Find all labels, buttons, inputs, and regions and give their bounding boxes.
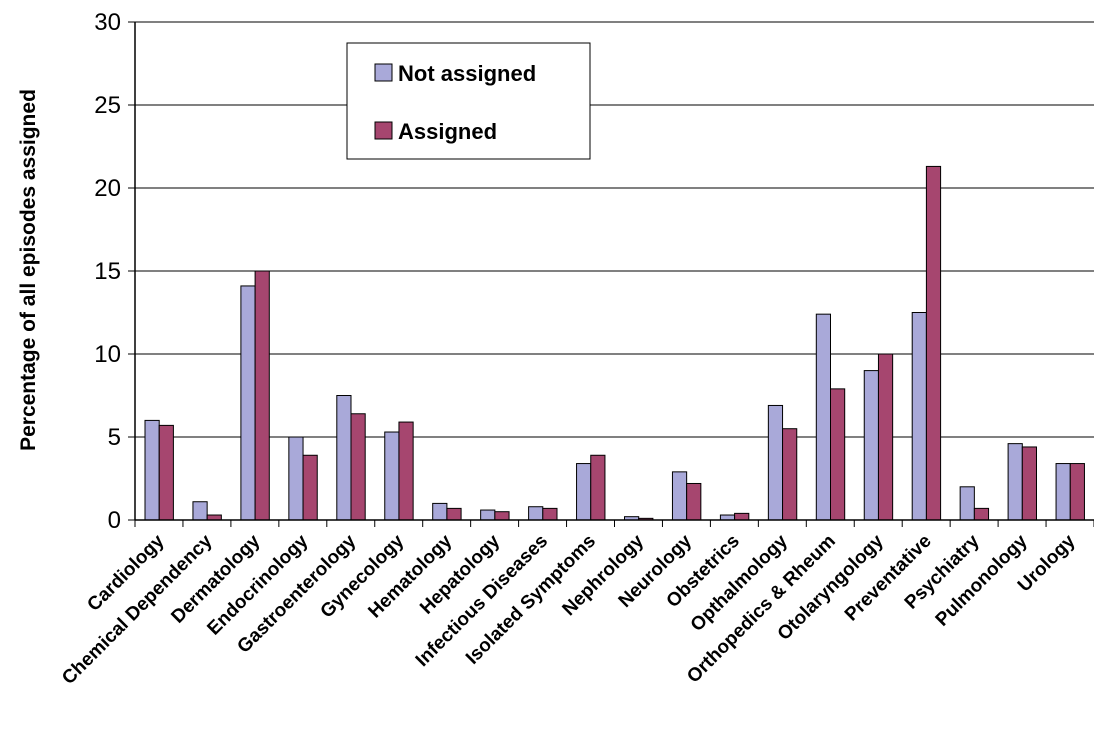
y-axis-ticks: 0 5 10 15 20 25 30: [94, 9, 135, 534]
y-tick-label: 15: [94, 258, 121, 285]
bar-not-assigned: [144, 419, 160, 521]
bar-not-assigned: [528, 506, 544, 521]
bar-not-assigned: [336, 395, 352, 521]
bar-not-assigned: [767, 404, 784, 521]
legend-swatch-not-assigned: [374, 63, 393, 82]
bar-assigned: [734, 512, 750, 521]
legend-label-assigned: Assigned: [398, 119, 497, 144]
bar-not-assigned: [384, 431, 400, 521]
bar-assigned: [254, 270, 270, 521]
y-tick-label: 5: [108, 424, 121, 451]
bar-not-assigned: [1055, 463, 1071, 521]
gridlines: [135, 21, 1094, 438]
bar-not-assigned: [911, 312, 927, 521]
bar-not-assigned: [192, 501, 208, 521]
bar-assigned: [973, 507, 990, 521]
bar-assigned: [350, 413, 366, 521]
bar-not-assigned: [288, 436, 304, 521]
bar-assigned: [590, 454, 606, 521]
bar-assigned: [782, 428, 798, 521]
legend: Not assigned Assigned: [346, 42, 591, 160]
y-tick-label: 10: [94, 341, 121, 368]
bars: [144, 165, 1085, 521]
bar-assigned: [877, 353, 894, 521]
bar-not-assigned: [432, 502, 448, 521]
axes: [134, 22, 1094, 527]
y-tick-label: 20: [94, 175, 121, 202]
bar-assigned: [494, 511, 510, 521]
bar-not-assigned: [815, 313, 831, 521]
bar-not-assigned: [240, 285, 256, 521]
bar-assigned: [1069, 463, 1085, 521]
bar-assigned: [925, 165, 942, 521]
bar-assigned: [158, 424, 174, 521]
bar-not-assigned: [480, 509, 496, 521]
legend-swatch-assigned: [374, 121, 393, 140]
bar-assigned: [686, 482, 702, 521]
bar-assigned: [542, 507, 558, 521]
bar-not-assigned: [959, 486, 975, 521]
y-tick-label: 0: [108, 507, 121, 534]
legend-label-not-assigned: Not assigned: [398, 61, 536, 86]
bar-not-assigned: [671, 471, 688, 521]
y-tick-label: 25: [94, 92, 121, 119]
bar-assigned: [830, 388, 846, 521]
legend-box: [346, 42, 591, 160]
y-axis-label: Percentage of all episodes assigned: [17, 89, 40, 451]
bar-assigned: [302, 454, 318, 521]
bar-assigned: [1021, 446, 1037, 521]
bar-assigned: [446, 507, 462, 521]
y-tick-label: 30: [94, 9, 121, 36]
bar-assigned: [398, 421, 414, 521]
bar-not-assigned: [1007, 443, 1023, 521]
bar-not-assigned: [576, 463, 592, 521]
bar-not-assigned: [863, 370, 879, 521]
